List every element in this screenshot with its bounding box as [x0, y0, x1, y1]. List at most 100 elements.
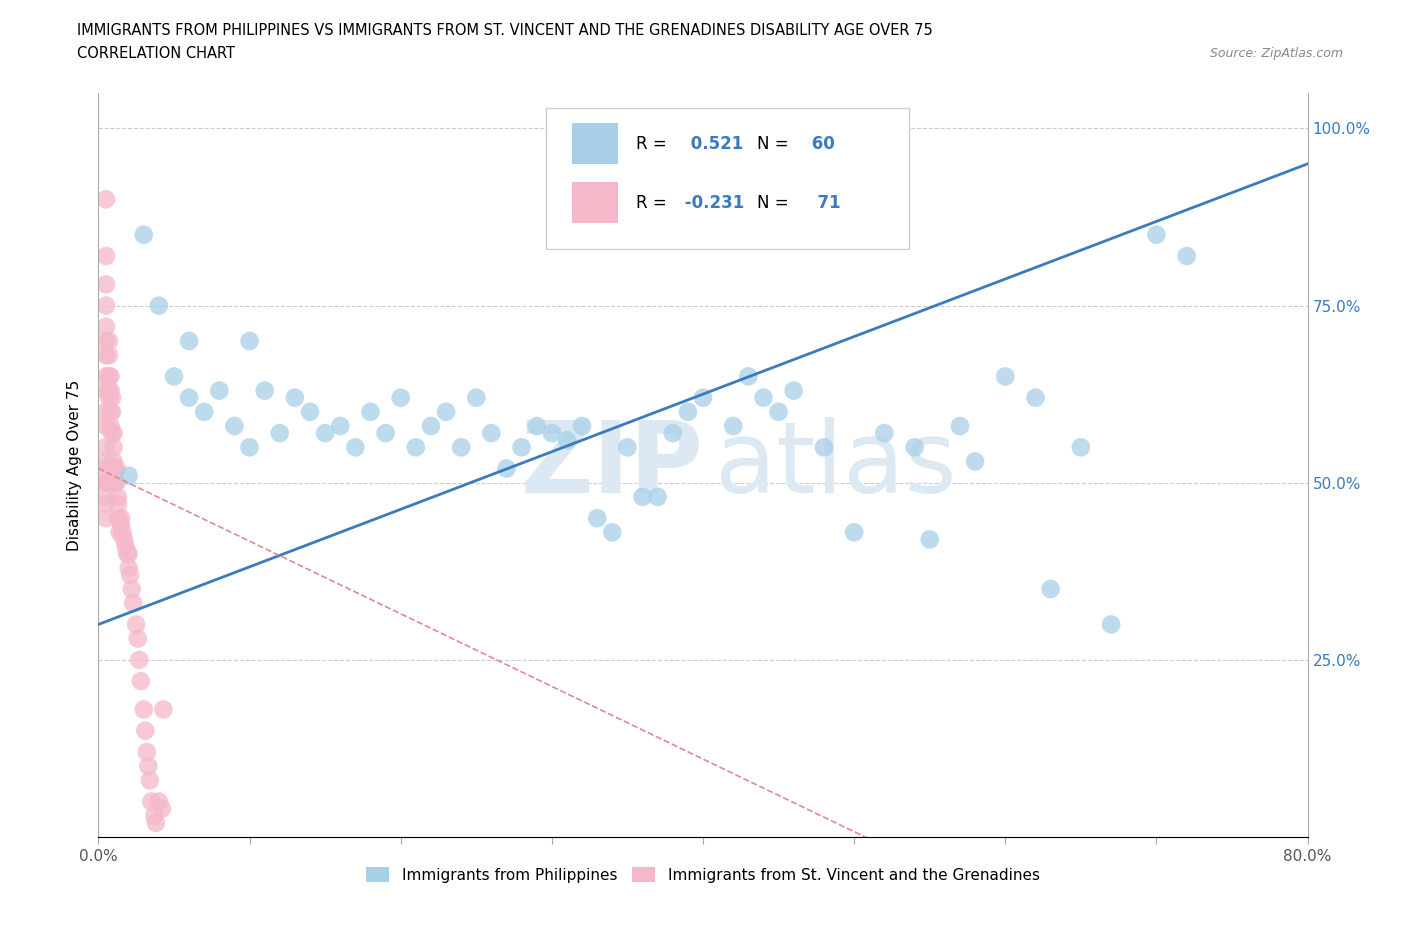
Point [465, 391, 488, 405]
Point [752, 391, 775, 405]
Point [616, 440, 638, 455]
Point [813, 440, 835, 455]
Point [602, 525, 624, 539]
Point [1175, 248, 1198, 263]
Point [239, 440, 262, 455]
Point [100, 383, 122, 398]
Point [120, 567, 142, 582]
Point [555, 432, 578, 447]
Text: atlas: atlas [716, 417, 956, 513]
Point [360, 405, 382, 419]
Point [128, 653, 150, 668]
Point [768, 405, 790, 419]
Point [1144, 227, 1167, 242]
Point [103, 475, 125, 490]
Point [1024, 391, 1046, 405]
Point [94, 277, 117, 292]
Point [94, 454, 117, 469]
Point [110, 511, 132, 525]
Point [122, 596, 145, 611]
Point [94, 369, 117, 384]
Point [193, 405, 215, 419]
Point [110, 518, 132, 533]
Point [450, 440, 472, 455]
Point [94, 299, 117, 313]
Point [1039, 581, 1062, 596]
Point [103, 461, 125, 476]
Y-axis label: Disability Age Over 75: Disability Age Over 75 [67, 379, 83, 551]
Point [132, 702, 155, 717]
Point [692, 391, 714, 405]
Point [103, 454, 125, 469]
Point [420, 418, 443, 433]
Point [94, 475, 117, 490]
Point [918, 532, 941, 547]
Point [965, 454, 987, 469]
Point [107, 511, 129, 525]
Point [526, 418, 548, 433]
Point [100, 418, 122, 433]
Text: N =: N = [758, 135, 789, 153]
Point [405, 440, 427, 455]
Text: 60: 60 [806, 135, 835, 153]
Point [179, 334, 201, 349]
Point [314, 426, 336, 441]
Point [94, 461, 117, 476]
Point [104, 461, 127, 476]
Point [148, 794, 170, 809]
Point [127, 631, 149, 646]
Point [98, 334, 121, 349]
Point [540, 426, 562, 441]
Point [374, 426, 396, 441]
Text: 71: 71 [806, 194, 841, 212]
Point [208, 383, 231, 398]
Point [121, 581, 143, 596]
Point [224, 418, 246, 433]
Text: R =: R = [637, 194, 668, 212]
Text: IMMIGRANTS FROM PHILIPPINES VS IMMIGRANTS FROM ST. VINCENT AND THE GRENADINES DI: IMMIGRANTS FROM PHILIPPINES VS IMMIGRANT… [77, 23, 934, 38]
Point [269, 426, 291, 441]
Point [94, 475, 117, 490]
Point [571, 418, 593, 433]
Text: N =: N = [758, 194, 789, 212]
Point [94, 405, 117, 419]
Point [112, 532, 135, 547]
Point [104, 475, 127, 490]
Point [904, 440, 927, 455]
Point [586, 511, 609, 525]
Point [389, 391, 412, 405]
Point [108, 525, 131, 539]
Point [107, 497, 129, 512]
Point [129, 673, 152, 688]
Point [98, 383, 121, 398]
Point [179, 391, 201, 405]
Point [134, 724, 156, 738]
Point [94, 489, 117, 504]
Text: Source: ZipAtlas.com: Source: ZipAtlas.com [1209, 46, 1343, 60]
Point [94, 334, 117, 349]
Point [94, 418, 117, 433]
Point [118, 468, 141, 483]
Point [118, 546, 141, 561]
Text: -0.231: -0.231 [679, 194, 744, 212]
Point [115, 546, 138, 561]
Point [676, 405, 699, 419]
Point [844, 525, 866, 539]
Point [105, 461, 128, 476]
Point [145, 816, 167, 830]
Point [107, 489, 129, 504]
Point [94, 440, 117, 455]
Point [98, 369, 121, 384]
Point [94, 475, 117, 490]
Point [101, 391, 124, 405]
Point [1070, 440, 1092, 455]
Point [647, 489, 669, 504]
Point [299, 405, 322, 419]
Text: 0.521: 0.521 [685, 135, 744, 153]
Point [150, 802, 173, 817]
Point [94, 248, 117, 263]
Point [737, 369, 759, 384]
Point [239, 334, 262, 349]
Text: R =: R = [637, 135, 672, 153]
Point [94, 319, 117, 334]
